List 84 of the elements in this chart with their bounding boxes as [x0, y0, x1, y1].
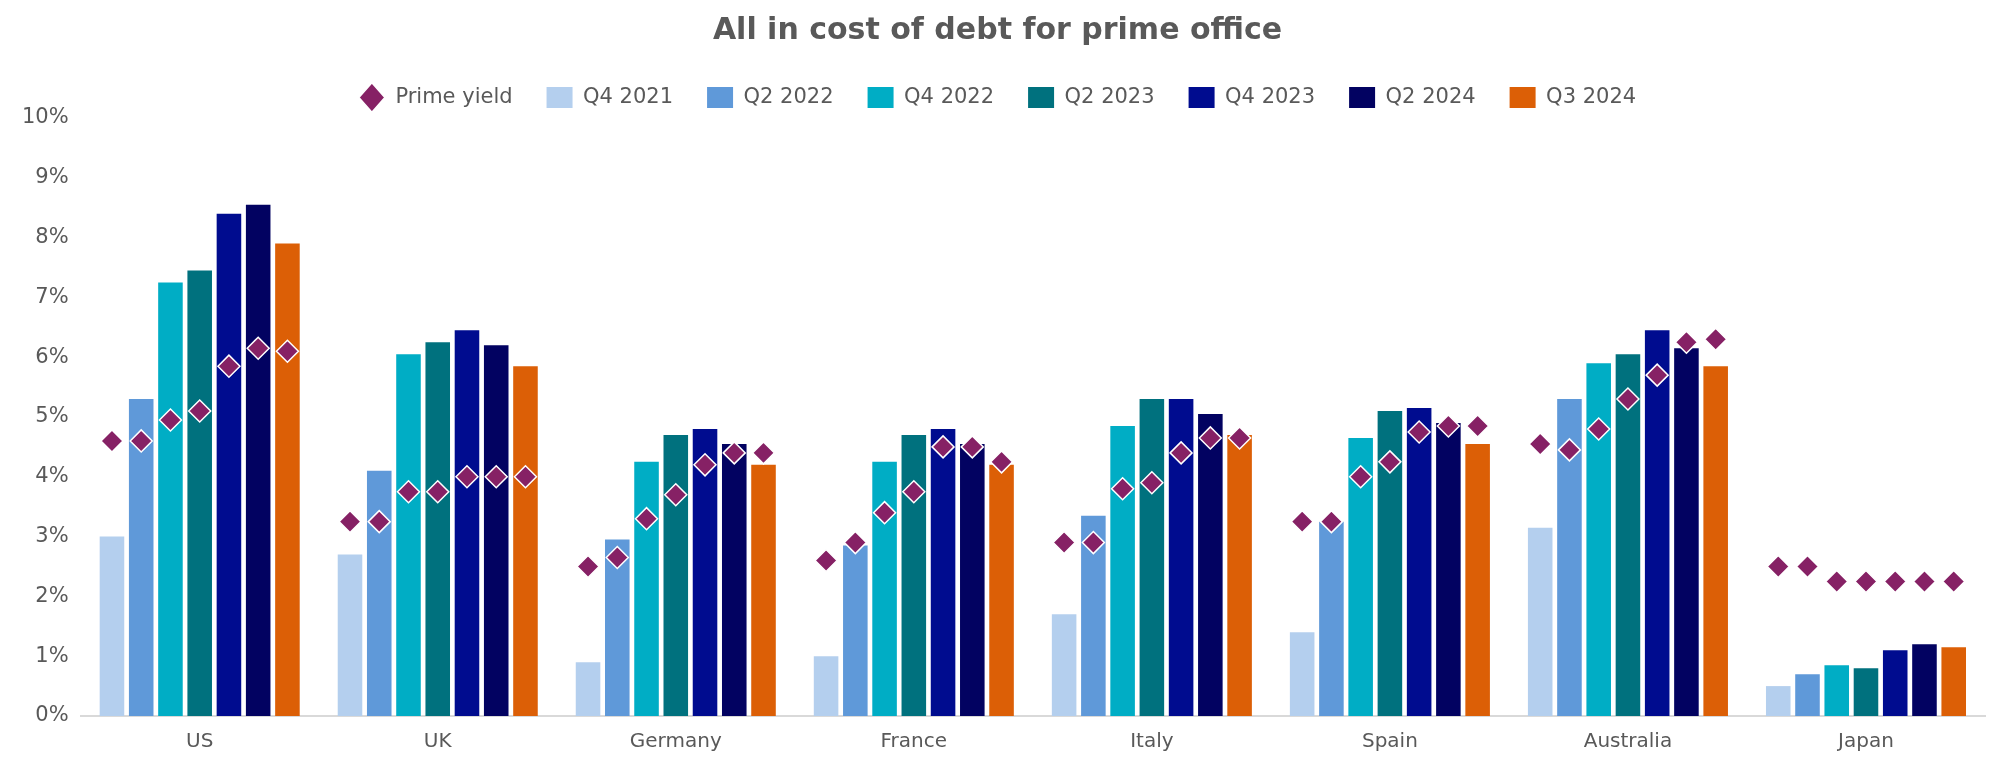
bar — [960, 443, 985, 716]
bar — [187, 270, 212, 716]
bar — [1795, 674, 1820, 716]
bar — [1674, 348, 1699, 716]
bar — [1436, 422, 1461, 716]
x-tick-label: Australia — [1583, 728, 1673, 753]
x-tick-label: Italy — [1130, 728, 1174, 753]
bar — [99, 536, 125, 716]
bar — [1586, 363, 1611, 716]
bar — [901, 434, 927, 716]
bar — [1703, 366, 1728, 716]
y-tick-label: 10% — [21, 104, 69, 129]
bar — [275, 243, 300, 716]
bar — [813, 656, 839, 716]
legend-label: Q4 2022 — [904, 83, 995, 108]
legend-label: Prime yield — [395, 83, 513, 108]
x-tick-label: UK — [423, 728, 453, 753]
bar — [337, 554, 363, 716]
bar — [692, 428, 718, 716]
bar — [483, 345, 509, 716]
bar — [1051, 614, 1077, 716]
bar — [454, 330, 480, 716]
bar — [1465, 443, 1490, 716]
legend-label: Q4 2021 — [583, 83, 674, 108]
bar — [366, 470, 392, 716]
legend-label: Q3 2024 — [1546, 83, 1637, 108]
legend-label: Q2 2024 — [1385, 83, 1476, 108]
x-tick-label: US — [186, 728, 214, 753]
y-tick-label: 8% — [35, 224, 69, 249]
bar — [1110, 425, 1135, 716]
bar — [872, 461, 897, 716]
bar — [721, 443, 747, 716]
bar — [396, 354, 421, 716]
chart-title: All in cost of debt for prime office — [712, 10, 1283, 46]
bar — [1198, 414, 1223, 716]
bar — [425, 342, 451, 716]
bar — [1348, 437, 1373, 716]
bar — [1615, 354, 1641, 716]
bar — [605, 539, 630, 716]
bar — [1227, 434, 1252, 716]
bar — [930, 428, 956, 716]
bar — [1882, 650, 1908, 716]
bar — [216, 213, 242, 716]
bar — [1081, 515, 1106, 716]
bar — [989, 464, 1014, 716]
bar — [1765, 686, 1791, 716]
x-tick-label: Japan — [1836, 728, 1894, 753]
bar — [1139, 399, 1165, 716]
bar — [1289, 632, 1315, 716]
bar — [751, 464, 776, 716]
y-tick-label: 4% — [35, 463, 69, 488]
bar — [128, 399, 154, 716]
bar — [1853, 668, 1879, 716]
legend-label: Q2 2022 — [743, 83, 834, 108]
bar — [1168, 399, 1194, 716]
bar — [1644, 330, 1670, 716]
bar — [843, 545, 868, 716]
bar — [663, 434, 689, 716]
y-tick-label: 9% — [35, 164, 69, 189]
y-tick-label: 3% — [35, 523, 69, 548]
y-tick-label: 2% — [35, 582, 69, 607]
bar — [575, 662, 601, 716]
bar — [1527, 527, 1553, 716]
legend-label: Q2 2023 — [1064, 83, 1155, 108]
bar — [1319, 521, 1344, 716]
x-tick-label: Spain — [1361, 728, 1418, 753]
bar — [1824, 665, 1850, 716]
x-tick-label: Germany — [629, 728, 722, 753]
y-tick-label: 6% — [35, 343, 69, 368]
bar — [158, 282, 183, 716]
bar — [245, 204, 271, 716]
bar — [1941, 647, 1966, 716]
y-tick-label: 0% — [35, 702, 69, 727]
bar — [634, 461, 659, 716]
y-tick-label: 7% — [35, 283, 69, 308]
y-tick-label: 5% — [35, 403, 69, 428]
legend-label: Q4 2023 — [1225, 83, 1316, 108]
bar — [1406, 408, 1432, 716]
x-tick-label: France — [880, 728, 948, 753]
bar — [1557, 399, 1582, 716]
y-tick-label: 1% — [35, 642, 69, 667]
bar — [513, 366, 538, 716]
bar — [1912, 644, 1937, 716]
bar — [1377, 411, 1403, 716]
